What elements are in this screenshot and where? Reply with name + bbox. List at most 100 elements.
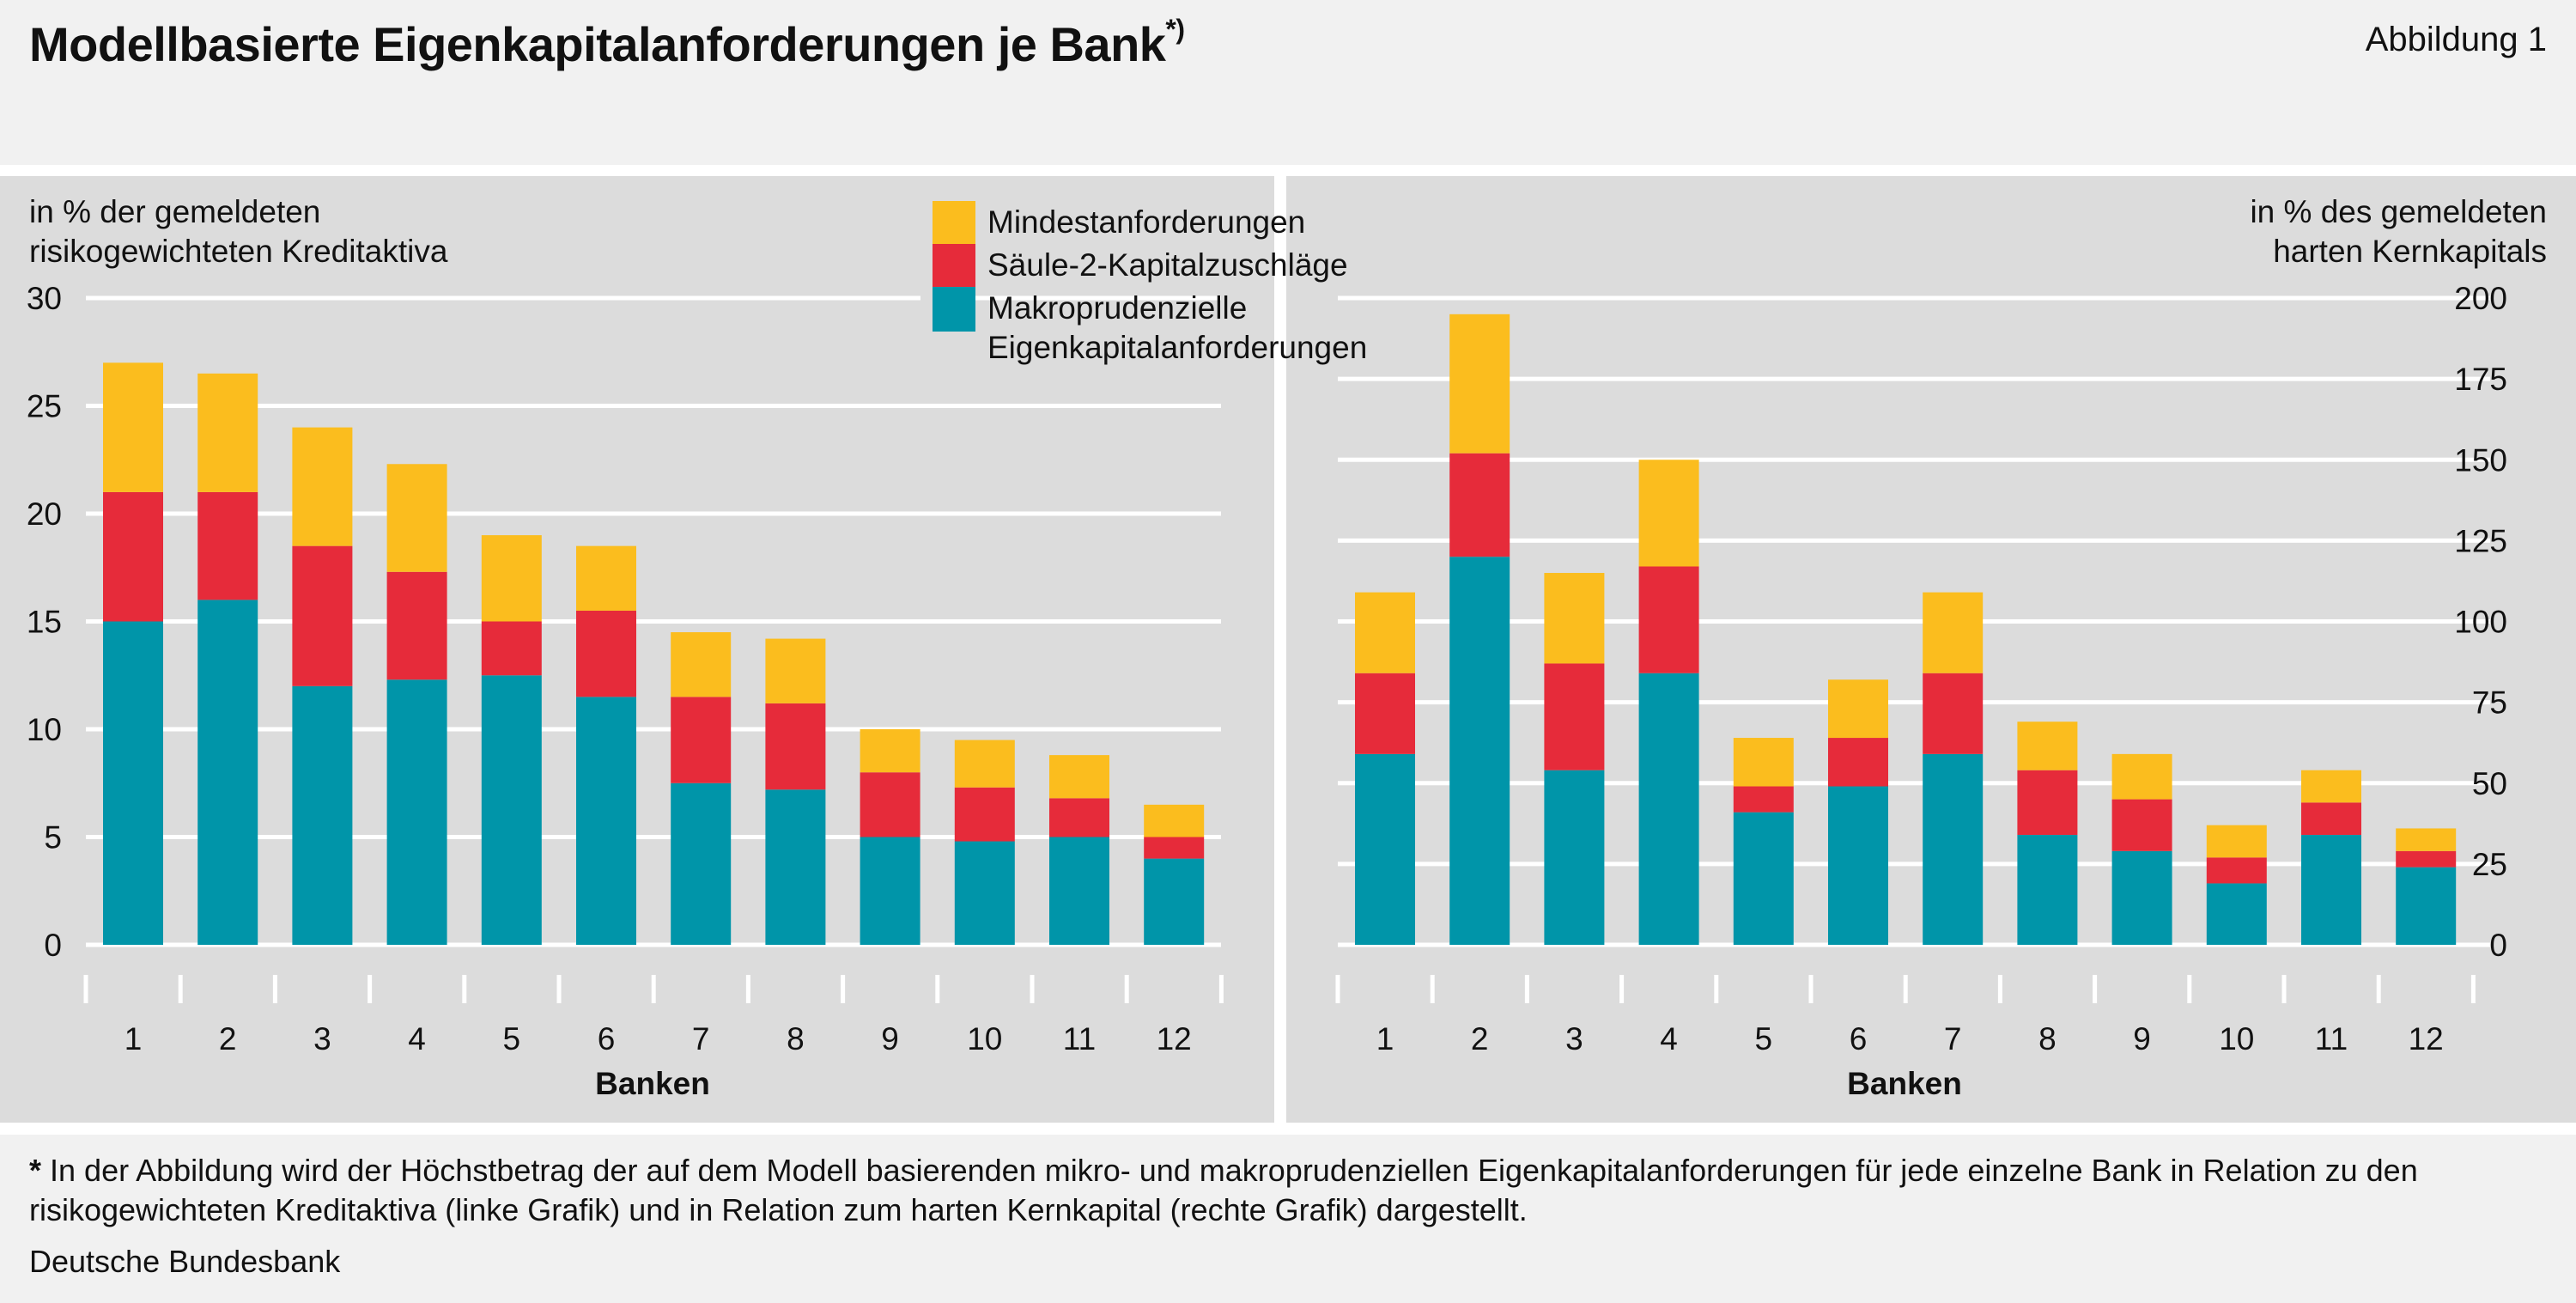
x-tick-label: 6 (598, 1021, 616, 1056)
x-tick-label: 10 (967, 1021, 1002, 1056)
legend-swatch-makroprudenziell (933, 287, 975, 332)
x-tick-label: 3 (1565, 1021, 1583, 1056)
bar-segment (765, 703, 826, 790)
x-tick-label: 8 (787, 1021, 805, 1056)
bar-segment (1355, 673, 1415, 754)
bar-segment (481, 675, 542, 945)
bar-segment (2396, 828, 2457, 851)
bottom-rule (0, 1123, 2576, 1135)
x-tick-label: 9 (881, 1021, 899, 1056)
x-tick-label: 1 (125, 1021, 143, 1056)
x-tick-label: 9 (2133, 1021, 2151, 1056)
bar-segment (1638, 673, 1699, 945)
x-tick-label: 5 (503, 1021, 521, 1056)
source-label: Deutsche Bundesbank (29, 1244, 341, 1279)
bar-segment (1923, 592, 1984, 673)
bar-segment (1355, 753, 1415, 945)
x-tick-label: 12 (2409, 1021, 2444, 1056)
bar-segment (2017, 834, 2078, 945)
bar-segment (576, 545, 636, 611)
bar-segment (765, 789, 826, 945)
bar-segment (103, 491, 163, 622)
bar-segment (2301, 834, 2361, 945)
x-tick-label: 1 (1376, 1021, 1394, 1056)
bar-segment (1828, 679, 1888, 739)
bar-segment (576, 697, 636, 945)
figure-label: Abbildung 1 (2365, 21, 2547, 58)
bar-segment (765, 638, 826, 703)
y-tick-label: 0 (44, 928, 62, 963)
x-axis-label: Banken (595, 1066, 710, 1101)
left-unit-label-line-1: in % der gemeldeten (29, 194, 321, 229)
bar-segment (1049, 798, 1109, 837)
y-tick-label: 10 (27, 712, 62, 747)
x-tick-label: 6 (1850, 1021, 1868, 1056)
bar-segment (1828, 786, 1888, 945)
y-tick-label: 5 (44, 820, 62, 855)
bar-segment (2111, 753, 2172, 800)
bar-segment (2301, 770, 2361, 803)
bar-segment (860, 729, 920, 773)
y-tick-label: 20 (27, 496, 62, 532)
bar-segment (2396, 867, 2457, 945)
y-tick-label: 50 (2472, 766, 2507, 801)
bar-segment (1144, 804, 1205, 837)
bar-segment (386, 679, 447, 945)
bar-segment (2301, 802, 2361, 835)
bar-segment (1923, 753, 1984, 945)
x-tick-label: 10 (2219, 1021, 2254, 1056)
bar-segment (1449, 557, 1510, 945)
legend: Mindestanforderungen Säule-2-Kapitalzusc… (920, 196, 1367, 378)
y-tick-label: 25 (27, 389, 62, 424)
right-unit-label-line-2: harten Kernkapitals (2273, 234, 2547, 269)
bar-segment (1355, 592, 1415, 673)
bar-segment (292, 427, 353, 546)
bar-segment (103, 362, 163, 492)
footnote-marker: * (29, 1153, 42, 1188)
x-tick-label: 4 (408, 1021, 426, 1056)
x-tick-label: 2 (1471, 1021, 1489, 1056)
bar-segment (1923, 673, 1984, 754)
bar-segment (1144, 858, 1205, 945)
footnote: * In der Abbildung wird der Höchstbetrag… (29, 1151, 2554, 1230)
chart-title-text: Modellbasierte Eigenkapitalanforderungen… (29, 17, 1166, 71)
right-unit-label: in % des gemeldeten harten Kernkapitals (2250, 192, 2547, 271)
legend-swatch-mindestanforderungen (933, 201, 975, 246)
x-tick-label: 4 (1660, 1021, 1678, 1056)
bar-segment (292, 685, 353, 945)
bar-segment (2111, 850, 2172, 945)
y-tick-label: 30 (27, 281, 62, 316)
x-tick-label: 2 (219, 1021, 237, 1056)
bar-segment (576, 610, 636, 697)
bar-segment (103, 621, 163, 945)
bar-segment (292, 545, 353, 686)
chart-title: Modellbasierte Eigenkapitalanforderungen… (29, 14, 1185, 72)
bar-segment (2396, 850, 2457, 868)
bar-segment (1638, 460, 1699, 567)
bar-segment (671, 632, 732, 697)
legend-label-makroprudenziell: Makroprudenzielle Eigenkapitalanforderun… (987, 290, 1368, 365)
legend-label-mindestanforderungen: Mindestanforderungen (987, 204, 1306, 240)
legend-label-saeule-2: Säule-2-Kapitalzuschläge (987, 247, 1348, 283)
title-footnote-marker: *) (1165, 14, 1185, 45)
bar-segment (1733, 812, 1794, 945)
bar-segment (1733, 738, 1794, 787)
bar-segment (2206, 825, 2267, 858)
bar-segment (1733, 786, 1794, 813)
x-tick-label: 12 (1157, 1021, 1192, 1056)
x-tick-label: 7 (1944, 1021, 1962, 1056)
bar-segment (860, 837, 920, 945)
y-tick-label: 75 (2472, 685, 2507, 721)
bar-segment (671, 697, 732, 783)
x-tick-label: 11 (2315, 1021, 2348, 1056)
x-axis-label: Banken (1847, 1066, 1962, 1101)
bar-segment (1544, 663, 1605, 770)
bar-segment (1638, 566, 1699, 673)
bar-segment (954, 787, 1015, 842)
bar-segment (481, 535, 542, 622)
bar-segment (1049, 837, 1109, 945)
bar-segment (386, 464, 447, 572)
bar-segment (1449, 453, 1510, 557)
bar-segment (1144, 837, 1205, 859)
